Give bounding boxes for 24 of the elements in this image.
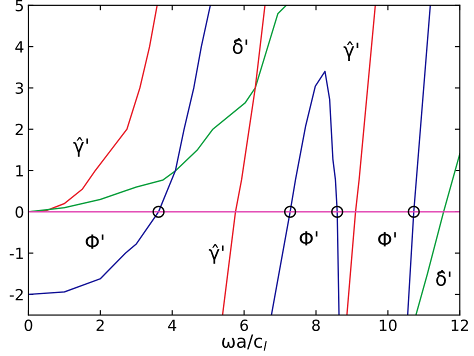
y-tick-label: 0 <box>16 206 24 218</box>
x-tick-label: 10 <box>380 319 397 332</box>
y-tick-label: -1 <box>10 248 23 259</box>
x-tick-label: 4 <box>168 320 176 331</box>
series-label: γ̂' <box>208 244 224 264</box>
y-tick-label: 3 <box>16 82 24 94</box>
series-label: Φ' <box>378 232 396 246</box>
y-tick-label: -2 <box>10 288 23 300</box>
y-tick-label: 1 <box>16 165 23 176</box>
y-tick-label: 5 <box>16 0 23 12</box>
x-axis-title: ωa/c$_{l}$ <box>222 334 267 351</box>
x-tick-label: 0 <box>24 319 32 332</box>
x-tick-label: 8 <box>312 319 320 332</box>
y-tick-label: 2 <box>16 124 23 136</box>
series-label: Φ' <box>86 234 104 249</box>
y-tick-label: 4 <box>15 41 24 52</box>
series-label: γ̂' <box>344 41 358 61</box>
series-label: Φ' <box>300 231 318 246</box>
series-label: δ̂' <box>436 270 450 286</box>
x-tick-label: 6 <box>240 319 248 332</box>
series-label: δ̂' <box>232 38 248 54</box>
x-tick-label: 12 <box>452 319 468 331</box>
series-label: γ̂' <box>73 137 88 157</box>
x-tick-label: 2 <box>96 319 104 331</box>
